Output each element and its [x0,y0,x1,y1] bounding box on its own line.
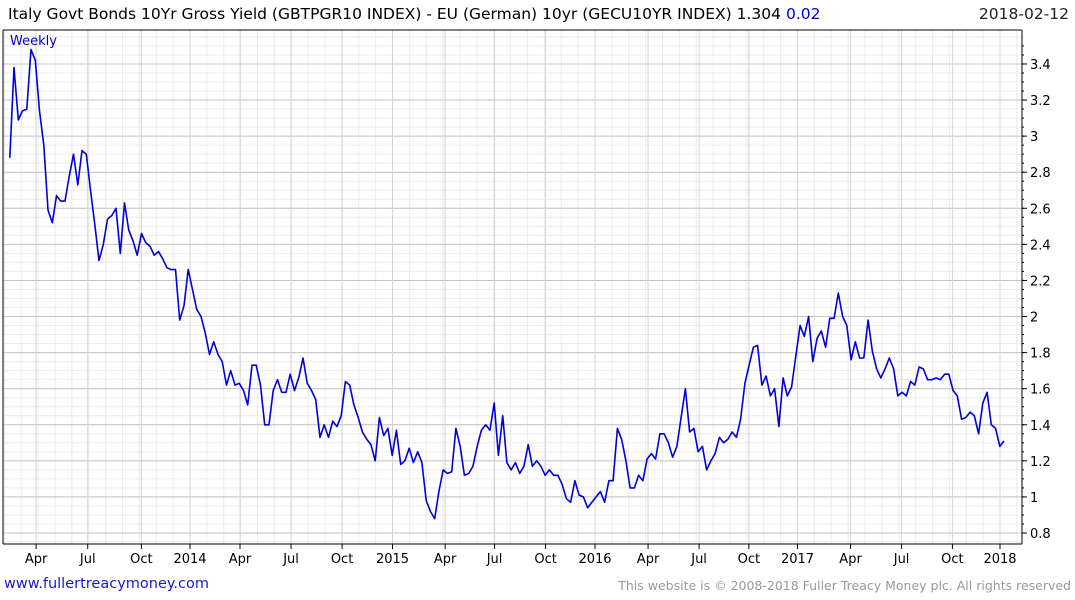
copyright-text: This website is © 2008-2018 Fuller Treac… [618,578,1071,593]
chart-date: 2018-02-12 [978,5,1069,23]
x-tick-label: Apr [25,552,48,567]
y-tick-label: 3 [1030,130,1038,145]
x-tick-label: Oct [130,552,152,567]
y-tick-label: 1 [1030,491,1038,506]
x-tick-label: Jul [486,552,503,567]
y-tick-label: 3.4 [1030,58,1051,73]
y-tick-label: 1.2 [1030,455,1051,470]
frequency-label: Weekly [10,34,57,49]
y-tick-label: 1.8 [1030,347,1051,362]
y-tick-label: 2.2 [1030,274,1051,289]
x-tick-label: 2018 [983,552,1016,567]
y-tick-label: 2.6 [1030,202,1051,217]
title-text: Italy Govt Bonds 10Yr Gross Yield (GBTPG… [8,5,732,23]
y-tick-label: 3.2 [1030,94,1051,109]
last-value: 1.304 [736,5,782,23]
x-tick-label: Jul [690,552,707,567]
x-tick-label: Apr [229,552,252,567]
x-tick-label: 2016 [578,552,611,567]
x-tick-label: Jul [79,552,96,567]
y-tick-label: 2.8 [1030,166,1051,181]
x-tick-label: 2014 [173,552,206,567]
y-tick-label: 2.4 [1030,238,1051,253]
x-tick-label: Jul [282,552,299,567]
x-tick-label: 2015 [376,552,409,567]
website-link[interactable]: www.fullertreacymoney.com [4,576,209,592]
x-tick-label: Jul [893,552,910,567]
y-tick-label: 1.4 [1030,419,1051,434]
x-tick-label: 2017 [781,552,814,567]
y-tick-label: 2 [1030,311,1038,326]
x-tick-label: Apr [839,552,862,567]
series-line-spread [9,48,1005,520]
x-tick-label: Oct [941,552,963,567]
x-tick-label: Oct [534,552,556,567]
x-tick-label: Apr [434,552,457,567]
x-tick-label: Apr [637,552,660,567]
x-tick-label: Oct [738,552,760,567]
y-tick-label: 1.6 [1030,383,1051,398]
change-value: 0.02 [785,5,821,23]
x-tick-label: Oct [331,552,353,567]
chart-title: Italy Govt Bonds 10Yr Gross Yield (GBTPG… [8,5,820,23]
y-tick-label: 0.8 [1030,527,1051,542]
